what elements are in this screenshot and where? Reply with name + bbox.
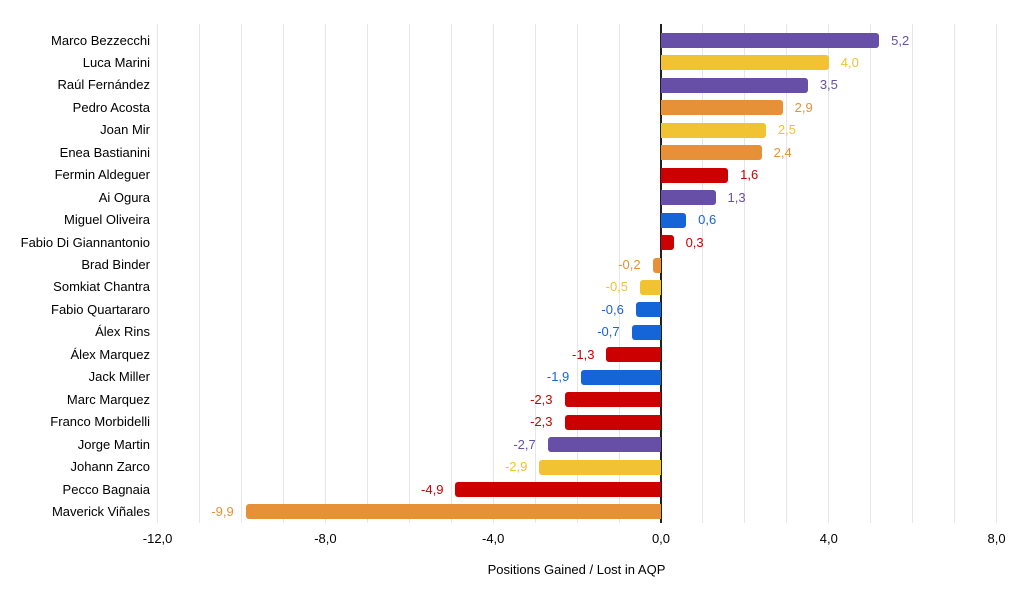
rider-name-label: Maverick Viñales bbox=[51, 503, 150, 519]
rider-name-label: Pedro Acosta bbox=[72, 99, 150, 115]
bar bbox=[455, 482, 661, 498]
bar bbox=[564, 392, 661, 408]
gridline bbox=[828, 24, 830, 523]
bar bbox=[564, 414, 661, 430]
bar-value-label: -0,5 bbox=[605, 279, 629, 295]
bar-value-label: 4,0 bbox=[840, 54, 859, 70]
x-tick-label: -12,0 bbox=[142, 531, 173, 546]
bar bbox=[661, 55, 829, 71]
rider-name-label: Brad Binder bbox=[81, 257, 150, 273]
gridline bbox=[282, 24, 284, 523]
gridline bbox=[912, 24, 914, 523]
bar-value-label: 5,2 bbox=[891, 32, 910, 48]
bar bbox=[635, 302, 661, 318]
bar bbox=[661, 167, 729, 183]
rider-name-label: Franco Morbidelli bbox=[50, 414, 150, 430]
gridline bbox=[954, 24, 956, 523]
rider-name-label: Somkiat Chantra bbox=[53, 279, 150, 295]
bar bbox=[661, 100, 783, 116]
x-tick-label: -4,0 bbox=[481, 531, 505, 546]
bar-value-label: -1,9 bbox=[546, 369, 570, 385]
gridline bbox=[744, 24, 746, 523]
bar-value-label: -2,9 bbox=[504, 459, 528, 475]
bar bbox=[640, 279, 661, 295]
rider-name-label: Jack Miller bbox=[88, 369, 150, 385]
rider-name-label: Raúl Fernández bbox=[57, 77, 151, 93]
bar bbox=[606, 347, 661, 363]
x-tick-label: 8,0 bbox=[987, 531, 1006, 546]
bar-value-label: -9,9 bbox=[211, 503, 234, 519]
bar bbox=[661, 122, 766, 138]
gridline bbox=[702, 24, 704, 523]
bar-value-label: 0,3 bbox=[685, 234, 704, 250]
bar bbox=[661, 33, 880, 49]
gridline bbox=[199, 24, 201, 523]
bar bbox=[661, 190, 716, 206]
rider-name-label: Luca Marini bbox=[82, 54, 150, 70]
rider-name-label: Enea Bastianini bbox=[59, 144, 150, 160]
gridline bbox=[534, 24, 536, 523]
bar-value-label: -2,3 bbox=[530, 414, 553, 430]
bar-value-label: -2,7 bbox=[513, 436, 536, 452]
bar-value-label: 1,3 bbox=[727, 189, 746, 205]
bar bbox=[547, 437, 661, 453]
bar bbox=[245, 504, 661, 520]
bar-value-label: -4,9 bbox=[421, 481, 444, 497]
bar-value-label: -1,3 bbox=[572, 346, 595, 362]
bar bbox=[661, 212, 687, 228]
rider-name-label: Fabio Quartararo bbox=[51, 301, 150, 317]
gridline bbox=[576, 24, 578, 523]
x-tick-label: -8,0 bbox=[314, 531, 337, 546]
rider-name-label: Marc Marquez bbox=[66, 391, 150, 407]
gridline bbox=[450, 24, 452, 523]
bar bbox=[661, 145, 762, 161]
rider-name-label: Marco Bezzecchi bbox=[51, 32, 150, 48]
bar bbox=[652, 257, 661, 273]
gridline bbox=[408, 24, 410, 523]
bar-value-label: 3,5 bbox=[819, 77, 838, 93]
rider-name-label: Johann Zarco bbox=[70, 459, 151, 475]
rider-name-label: Ai Ogura bbox=[98, 189, 150, 205]
gridline bbox=[996, 24, 998, 523]
zero-axis-line bbox=[660, 24, 662, 523]
gridline bbox=[241, 24, 242, 523]
gridline bbox=[492, 24, 494, 523]
bar bbox=[581, 369, 661, 385]
bar-value-label: -0,2 bbox=[618, 257, 641, 273]
gridline bbox=[324, 24, 326, 523]
x-tick-label: 0,0 bbox=[651, 531, 671, 546]
bar-value-label: 0,6 bbox=[698, 212, 717, 228]
bar bbox=[661, 77, 808, 93]
bar-value-label: 2,4 bbox=[773, 144, 792, 160]
bar-value-label: -0,6 bbox=[601, 301, 624, 317]
rider-name-label: Álex Rins bbox=[95, 324, 150, 340]
gridline bbox=[618, 24, 620, 523]
bar-value-label: 2,9 bbox=[794, 99, 813, 115]
bar bbox=[539, 459, 661, 475]
rider-name-label: Pecco Bagnaia bbox=[62, 481, 150, 497]
gridline bbox=[366, 24, 368, 523]
x-tick-label: 4,0 bbox=[819, 531, 838, 546]
x-axis-title: Positions Gained / Lost in AQP bbox=[487, 562, 666, 577]
bar bbox=[631, 324, 661, 340]
rider-name-label: Joan Mir bbox=[100, 122, 150, 138]
gridline bbox=[157, 24, 159, 523]
bar-value-label: -0,7 bbox=[597, 324, 620, 340]
rider-name-label: Miguel Oliveira bbox=[64, 212, 150, 228]
rider-name-label: Fabio Di Giannantonio bbox=[20, 234, 150, 250]
bar-value-label: 1,6 bbox=[740, 167, 759, 183]
bar-value-label: -2,3 bbox=[530, 391, 553, 407]
rider-name-label: Fermin Aldeguer bbox=[54, 167, 150, 183]
bar-value-label: 2,5 bbox=[777, 122, 796, 138]
gridline bbox=[870, 24, 872, 523]
rider-name-label: Álex Marquez bbox=[70, 346, 150, 362]
rider-name-label: Jorge Martin bbox=[77, 436, 150, 452]
gridline bbox=[786, 24, 788, 523]
bar bbox=[661, 235, 674, 251]
